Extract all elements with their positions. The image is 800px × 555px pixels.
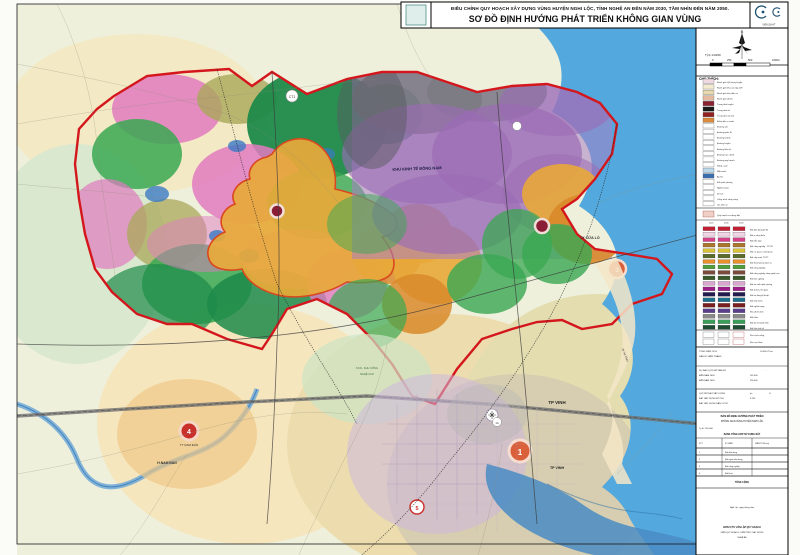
svg-text:DỰ BÁO QUY MÔ DÂN SỐ: DỰ BÁO QUY MÔ DÂN SỐ bbox=[699, 369, 726, 372]
svg-text:BẢN ĐỒ ĐỊNH HƯỚNG PHÁT TRIỂN: BẢN ĐỒ ĐỊNH HƯỚNG PHÁT TRIỂN bbox=[721, 415, 764, 418]
svg-text:VIỆN QUY HOẠCH - KIẾN TRÚC XÂY: VIỆN QUY HOẠCH - KIẾN TRÚC XÂY DỰNG bbox=[721, 531, 764, 534]
svg-text:TP VINH: TP VINH bbox=[548, 400, 565, 405]
svg-text:. . . . . . . .: . . . . . . . . bbox=[762, 370, 771, 372]
svg-text:Mặt nước: Mặt nước bbox=[717, 170, 727, 173]
svg-text:Quy hoạch sử dụng đất: Quy hoạch sử dụng đất bbox=[717, 214, 740, 217]
svg-text:KÝ HIỆU: KÝ HIỆU bbox=[725, 442, 734, 445]
svg-text:VIEN QH-KT: VIEN QH-KT bbox=[762, 25, 776, 27]
svg-text:Trung tâm xã: Trung tâm xã bbox=[717, 109, 731, 112]
svg-text:Trung tâm xã mới: Trung tâm xã mới bbox=[717, 114, 735, 117]
svg-text:Di tích: Di tích bbox=[717, 192, 724, 195]
svg-text:Đất nghĩa trang: Đất nghĩa trang bbox=[750, 305, 765, 308]
svg-text:Đường trục chính: Đường trục chính bbox=[717, 153, 735, 156]
svg-text:Đất cây xanh, TDTT: Đất cây xanh, TDTT bbox=[750, 256, 769, 259]
svg-text:1000m: 1000m bbox=[772, 58, 780, 62]
svg-text:Ga, bến xe: Ga, bến xe bbox=[717, 203, 728, 206]
svg-text:ĐẤT XÂY DỰNG ĐÔ THỊ: ĐẤT XÂY DỰNG ĐÔ THỊ bbox=[699, 397, 724, 400]
svg-text:TỔNG DIỆN TÍCH: TỔNG DIỆN TÍCH bbox=[699, 350, 717, 353]
svg-text:NGHỆ AN: NGHỆ AN bbox=[737, 536, 747, 539]
svg-text:Điểm dân cư mới: Điểm dân cư mới bbox=[717, 120, 734, 123]
svg-text:Đất hạ tầng kỹ thuật: Đất hạ tầng kỹ thuật bbox=[750, 294, 769, 297]
svg-text:ĐẤT XÂY DỰNG DÂN CƯ NT: ĐẤT XÂY DỰNG DÂN CƯ NT bbox=[699, 402, 729, 405]
svg-text:Đất lâm nghiệp: Đất lâm nghiệp bbox=[750, 278, 765, 281]
svg-text:QUY MÔ ĐẤT XÂY DỰNG: QUY MÔ ĐẤT XÂY DỰNG bbox=[699, 392, 725, 395]
svg-text:H.NAM ĐÀN: H.NAM ĐÀN bbox=[157, 460, 177, 465]
svg-text:Tỷ lệ: 1/10.000: Tỷ lệ: 1/10.000 bbox=[699, 427, 714, 430]
svg-text:165.000: 165.000 bbox=[750, 375, 758, 377]
svg-text:Đất hỗn hợp: Đất hỗn hợp bbox=[750, 239, 762, 242]
svg-text:Đường huyện: Đường huyện bbox=[717, 143, 731, 145]
svg-text:500: 500 bbox=[748, 58, 753, 62]
svg-text:DÂN SỐ HIỆN TRẠNG: DÂN SỐ HIỆN TRẠNG bbox=[699, 355, 722, 358]
svg-text:Đất khu kinh tế: Đất khu kinh tế bbox=[750, 327, 765, 330]
svg-text:ĐƠN VỊ TƯ VẤN LẬP QUY HOẠCH: ĐƠN VỊ TƯ VẤN LẬP QUY HOẠCH bbox=[723, 526, 761, 529]
svg-text:TP VINH: TP VINH bbox=[550, 466, 565, 470]
svg-text:TX CỬA LÒ: TX CỬA LÒ bbox=[580, 235, 600, 240]
svg-text:5: 5 bbox=[415, 506, 418, 512]
svg-text:Ao hồ: Ao hồ bbox=[717, 176, 724, 179]
svg-text:Đất mặt nước: Đất mặt nước bbox=[750, 300, 763, 303]
svg-text:Ranh giới QH vùng huyện: Ranh giới QH vùng huyện bbox=[717, 82, 743, 84]
svg-text:Nghĩa trang: Nghĩa trang bbox=[717, 187, 729, 190]
svg-text:Đất dự trữ phát triển: Đất dự trữ phát triển bbox=[750, 321, 770, 324]
svg-text:TỔNG CỘNG: TỔNG CỘNG bbox=[735, 481, 749, 484]
svg-text:Đất nông nghiệp công nghệ cao: Đất nông nghiệp công nghệ cao bbox=[750, 272, 780, 275]
svg-text:1A: 1A bbox=[495, 421, 498, 425]
svg-text:3.250: 3.250 bbox=[750, 398, 756, 400]
svg-text:Đất dân dụng: Đất dân dụng bbox=[725, 451, 737, 454]
svg-text:Đất cơ quan, trường học: Đất cơ quan, trường học bbox=[750, 250, 773, 253]
svg-text:Đất dân dụng đô thị: Đất dân dụng đô thị bbox=[750, 228, 769, 231]
svg-text:Đường sắt: Đường sắt bbox=[717, 125, 728, 128]
svg-text:1: 1 bbox=[518, 448, 523, 457]
svg-text:Đất công nghiệp - TTCN: Đất công nghiệp - TTCN bbox=[750, 245, 773, 248]
svg-text:Ranh giới khu dân cư: Ranh giới khu dân cư bbox=[717, 93, 739, 95]
svg-text:Đất quốc phòng: Đất quốc phòng bbox=[717, 181, 733, 184]
svg-text:Đất khác: Đất khác bbox=[750, 316, 758, 319]
svg-text:Đất ở nông thôn: Đất ở nông thôn bbox=[750, 234, 766, 237]
svg-text:Đất khác: Đất khác bbox=[725, 472, 733, 475]
svg-text:Khu đô thị mới: Khu đô thị mới bbox=[750, 311, 764, 314]
svg-text:Đất thương mại dịch vụ: Đất thương mại dịch vụ bbox=[750, 261, 773, 264]
svg-text:Khu vực khác: Khu vực khác bbox=[750, 342, 763, 344]
svg-text:Công trình công cộng: Công trình công cộng bbox=[717, 198, 739, 201]
svg-text:TT NAM ĐÀN: TT NAM ĐÀN bbox=[180, 443, 198, 447]
svg-text:Sông, suối: Sông, suối bbox=[717, 164, 728, 167]
svg-text:Ranh giới khu vực lập QH: Ranh giới khu vực lập QH bbox=[717, 88, 743, 90]
svg-text:Đường tỉnh lộ: Đường tỉnh lộ bbox=[717, 137, 731, 140]
svg-text:Đất an ninh quốc phòng: Đất an ninh quốc phòng bbox=[750, 283, 773, 286]
svg-text:ĐẾN NĂM 2050: ĐẾN NĂM 2050 bbox=[699, 379, 715, 382]
svg-text:Đất di tích, tôn giáo: Đất di tích, tôn giáo bbox=[750, 289, 769, 292]
svg-text:4: 4 bbox=[187, 429, 191, 436]
svg-text:Khu chức năng: Khu chức năng bbox=[750, 334, 765, 337]
svg-text:Đường liên xã: Đường liên xã bbox=[717, 148, 732, 151]
svg-text:Đất nông nghiệp: Đất nông nghiệp bbox=[750, 267, 766, 270]
svg-text:Ranh giới đô thị: Ranh giới đô thị bbox=[717, 98, 733, 101]
svg-text:SƠ ĐỒ ĐỊNH HƯỚNG PHÁT TRIỂN KH: SƠ ĐỒ ĐỊNH HƯỚNG PHÁT TRIỂN KHÔNG GIAN V… bbox=[469, 13, 702, 24]
svg-text:DIỆN TÍCH (ha): DIỆN TÍCH (ha) bbox=[755, 442, 769, 445]
svg-text:BẢNG TỔNG HỢP SỬ DỤNG ĐẤT: BẢNG TỔNG HỢP SỬ DỤNG ĐẤT bbox=[724, 433, 761, 436]
svg-text:250: 250 bbox=[727, 58, 732, 62]
svg-text:CT1: CT1 bbox=[289, 95, 296, 99]
svg-text:Đường quốc lộ: Đường quốc lộ bbox=[717, 131, 732, 134]
svg-text:10.950,75 ha: 10.950,75 ha bbox=[760, 351, 774, 353]
svg-text:Nghi Lộc, ngày tháng năm: Nghi Lộc, ngày tháng năm bbox=[730, 506, 755, 509]
svg-text:Đất nông nghiệp: Đất nông nghiệp bbox=[725, 465, 741, 468]
svg-text:ĐIỀU CHỈNH QUY HOẠCH XÂY DỰNG: ĐIỀU CHỈNH QUY HOẠCH XÂY DỰNG VÙNG HUYỆN… bbox=[451, 4, 729, 11]
svg-text:Đất ngoài dân dụng: Đất ngoài dân dụng bbox=[725, 458, 742, 461]
svg-text:%: % bbox=[769, 393, 771, 395]
svg-text:Trung tâm huyện: Trung tâm huyện bbox=[717, 103, 734, 106]
svg-text:Đường quy hoạch: Đường quy hoạch bbox=[717, 160, 735, 162]
svg-text:ĐẾN NĂM 2030: ĐẾN NĂM 2030 bbox=[699, 374, 715, 377]
svg-text:Tỷ lệ 1/10000: Tỷ lệ 1/10000 bbox=[705, 53, 721, 57]
svg-text:KHÔNG GIAN VÙNG HUYỆN NGHI LỘC: KHÔNG GIAN VÙNG HUYỆN NGHI LỘC bbox=[721, 420, 764, 423]
svg-text:230.000: 230.000 bbox=[750, 380, 758, 382]
